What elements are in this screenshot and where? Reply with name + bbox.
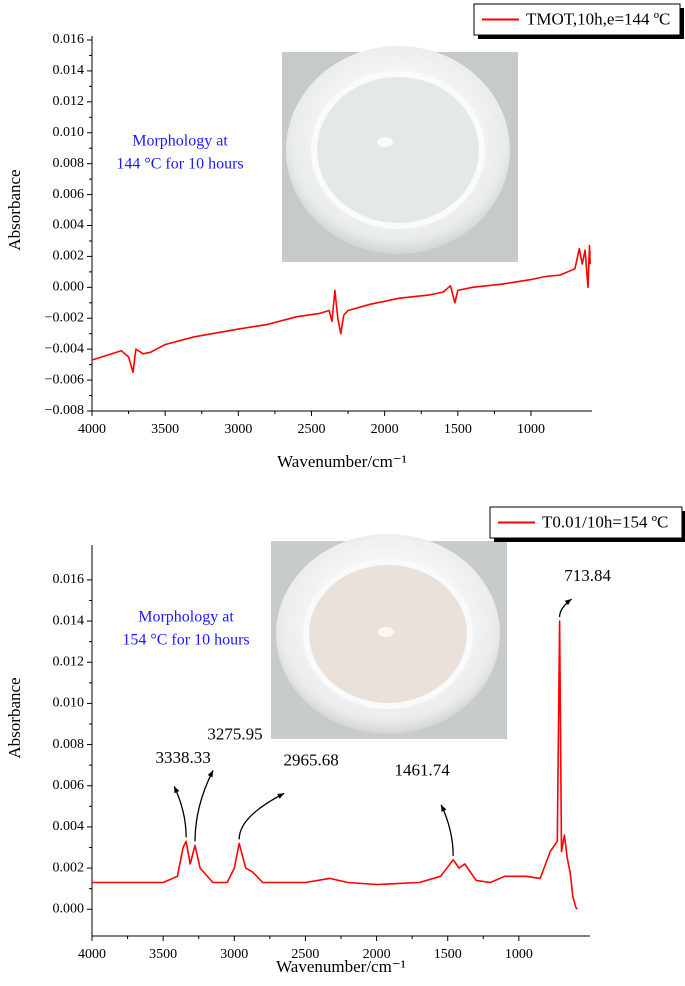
peak-label: 2965.68: [284, 750, 339, 769]
peak-label: 713.84: [564, 566, 611, 585]
peak-arrow: [194, 770, 214, 842]
x-tick-label: 4000: [78, 947, 106, 962]
y-tick-label: 0.000: [53, 280, 85, 295]
y-axis-label: Absorbance: [5, 169, 24, 250]
x-tick-label: 1000: [505, 947, 533, 962]
x-tick-label: 1500: [444, 422, 472, 437]
arrow-head: [441, 804, 447, 812]
y-tick-label: 0.016: [53, 32, 85, 47]
legend-label: TMOT,10h,e=144 ºC: [526, 9, 670, 28]
spectrum-line: [92, 620, 578, 910]
arrow-head: [277, 793, 285, 799]
peak-label: 3338.33: [156, 748, 211, 767]
y-tick-label: 0.008: [53, 737, 85, 752]
y-tick-label: 0.006: [53, 778, 85, 793]
peak-arrow: [440, 804, 454, 856]
y-tick-label: −0.002: [45, 310, 84, 325]
peak-arrow: [238, 792, 285, 840]
x-axis-label: Wavenumber/cm⁻¹: [276, 957, 406, 976]
y-tick-label: 0.014: [53, 613, 85, 628]
spectrum-line: [91, 244, 591, 374]
annotation: 144 °C for 10 hours: [116, 156, 243, 173]
x-axis-label: Wavenumber/cm⁻¹: [277, 452, 407, 471]
peak-label: 1461.74: [395, 761, 451, 780]
x-tick-label: 4000: [78, 422, 106, 437]
x-tick-label: 3500: [149, 947, 177, 962]
x-tick-label: 3500: [151, 422, 179, 437]
y-tick-label: −0.004: [45, 341, 84, 356]
x-tick-label: 2000: [363, 947, 391, 962]
y-tick-label: −0.008: [45, 403, 84, 418]
arrow-head: [207, 770, 214, 778]
y-tick-label: −0.006: [45, 372, 84, 387]
y-tick-label: 0.002: [53, 249, 85, 264]
peak-arrow: [173, 786, 187, 838]
legend-label: T0.01/10h=154 ºC: [542, 512, 668, 531]
y-tick-label: 0.000: [53, 901, 85, 916]
x-tick-label: 3000: [224, 422, 252, 437]
photo: [282, 46, 518, 262]
y-tick-label: 0.016: [53, 572, 85, 587]
annotation: Morphology at: [132, 133, 228, 150]
y-tick-label: 0.010: [53, 125, 85, 140]
x-tick-label: 1500: [434, 947, 462, 962]
y-tick-label: 0.008: [53, 156, 85, 171]
arrow-head: [174, 786, 180, 794]
y-axis-label: Absorbance: [5, 677, 24, 758]
x-tick-label: 2500: [291, 947, 319, 962]
y-tick-label: 0.004: [53, 819, 85, 834]
x-tick-label: 1000: [517, 422, 545, 437]
photo: [271, 534, 507, 739]
x-tick-label: 2500: [297, 422, 325, 437]
y-tick-label: 0.012: [53, 94, 85, 109]
x-tick-label: 2000: [371, 422, 399, 437]
y-tick-label: 0.014: [53, 63, 85, 78]
annotation: Morphology at: [138, 609, 234, 626]
peak-label: 3275.95: [207, 724, 262, 743]
y-tick-label: 0.004: [53, 218, 85, 233]
y-tick-label: 0.010: [53, 696, 85, 711]
annotation: 154 °C for 10 hours: [122, 632, 249, 649]
y-tick-label: 0.012: [53, 654, 85, 669]
y-tick-label: 0.002: [53, 860, 85, 875]
arrow-head: [564, 599, 572, 606]
x-tick-label: 3000: [220, 947, 248, 962]
y-tick-label: 0.006: [53, 187, 85, 202]
